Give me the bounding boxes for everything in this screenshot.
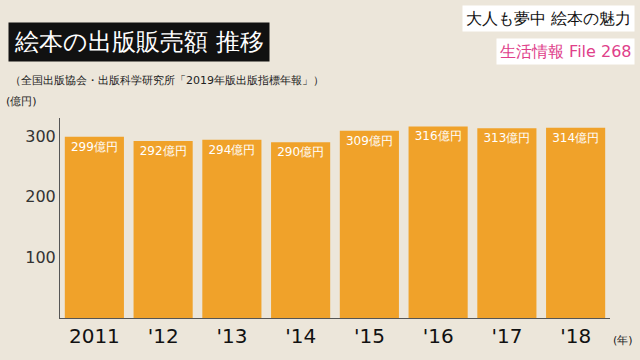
svg-text:(億円): (億円) — [6, 95, 37, 108]
svg-text:生活情報 File 268: 生活情報 File 268 — [500, 42, 631, 61]
svg-text:300: 300 — [25, 127, 56, 146]
svg-text:絵本の出版販売額 推移: 絵本の出版販売額 推移 — [14, 28, 264, 56]
svg-text:2011: 2011 — [69, 324, 120, 348]
svg-text:200: 200 — [25, 187, 56, 206]
svg-text:290億円: 290億円 — [277, 145, 324, 159]
svg-text:'16: '16 — [423, 324, 454, 348]
svg-text:294億円: 294億円 — [208, 143, 255, 157]
svg-text:'12: '12 — [148, 324, 179, 348]
svg-text:316億円: 316億円 — [415, 129, 462, 143]
svg-text:299億円: 299億円 — [71, 140, 118, 154]
svg-text:（全国出版協会・出版科学研究所「2019年版出版指標年報」）: （全国出版協会・出版科学研究所「2019年版出版指標年報」） — [10, 74, 324, 87]
svg-text:100: 100 — [25, 248, 56, 267]
svg-text:'17: '17 — [491, 324, 522, 348]
svg-text:'13: '13 — [216, 324, 247, 348]
svg-text:313億円: 313億円 — [483, 131, 530, 145]
svg-text:309億円: 309億円 — [346, 134, 393, 148]
svg-text:(年): (年) — [613, 334, 633, 347]
svg-text:'18: '18 — [560, 324, 591, 348]
svg-text:314億円: 314億円 — [552, 131, 599, 145]
svg-text:大人も夢中 絵本の魅力: 大人も夢中 絵本の魅力 — [466, 9, 631, 28]
svg-text:'14: '14 — [285, 324, 316, 348]
svg-text:'15: '15 — [354, 324, 385, 348]
svg-text:292億円: 292億円 — [140, 144, 187, 158]
